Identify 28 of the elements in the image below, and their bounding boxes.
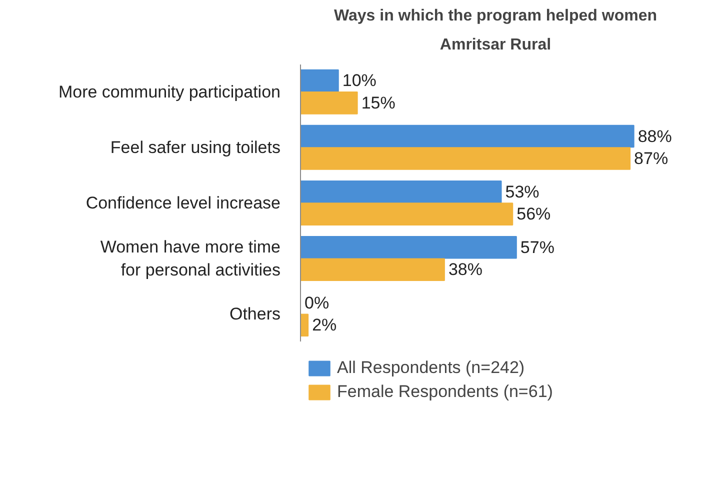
data-label: 2%	[312, 316, 337, 335]
data-label: 0%	[304, 293, 330, 312]
y-tick-label: Feel safer using toilets	[110, 138, 281, 157]
bar	[300, 124, 634, 148]
chart-subtitle: Amritsar Rural	[440, 36, 552, 54]
chart-title: Ways in which the program helped women	[334, 8, 658, 24]
data-label: 10%	[342, 71, 376, 90]
bar	[300, 236, 517, 259]
bar	[300, 147, 631, 170]
y-tick-label: More community participation	[58, 82, 280, 102]
y-tick-label: Others	[229, 304, 281, 324]
legend-label: Female Respondents (n=61)	[337, 382, 553, 402]
bar	[300, 69, 339, 92]
data-label: 87%	[634, 149, 668, 168]
y-tick-label: Confidence level increase	[86, 193, 280, 212]
data-label: 15%	[361, 93, 396, 112]
legend-label: All Respondents (n=242)	[337, 358, 525, 378]
y-tick-label: Women have more time for personal activities	[100, 238, 281, 280]
bar	[300, 180, 502, 204]
bar	[300, 258, 445, 281]
data-label: 56%	[516, 204, 551, 224]
data-label: 38%	[448, 260, 482, 280]
bar	[300, 92, 358, 114]
data-label: 53%	[505, 182, 540, 202]
bar	[300, 314, 309, 337]
bar	[300, 202, 514, 226]
data-label: 57%	[520, 238, 554, 257]
data-label: 88%	[638, 126, 672, 146]
